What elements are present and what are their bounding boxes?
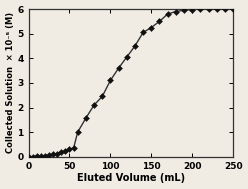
Y-axis label: Collected Solution  × 10⁻⁵ (M): Collected Solution × 10⁻⁵ (M) — [5, 12, 15, 153]
X-axis label: Eluted Volume (mL): Eluted Volume (mL) — [77, 174, 185, 184]
